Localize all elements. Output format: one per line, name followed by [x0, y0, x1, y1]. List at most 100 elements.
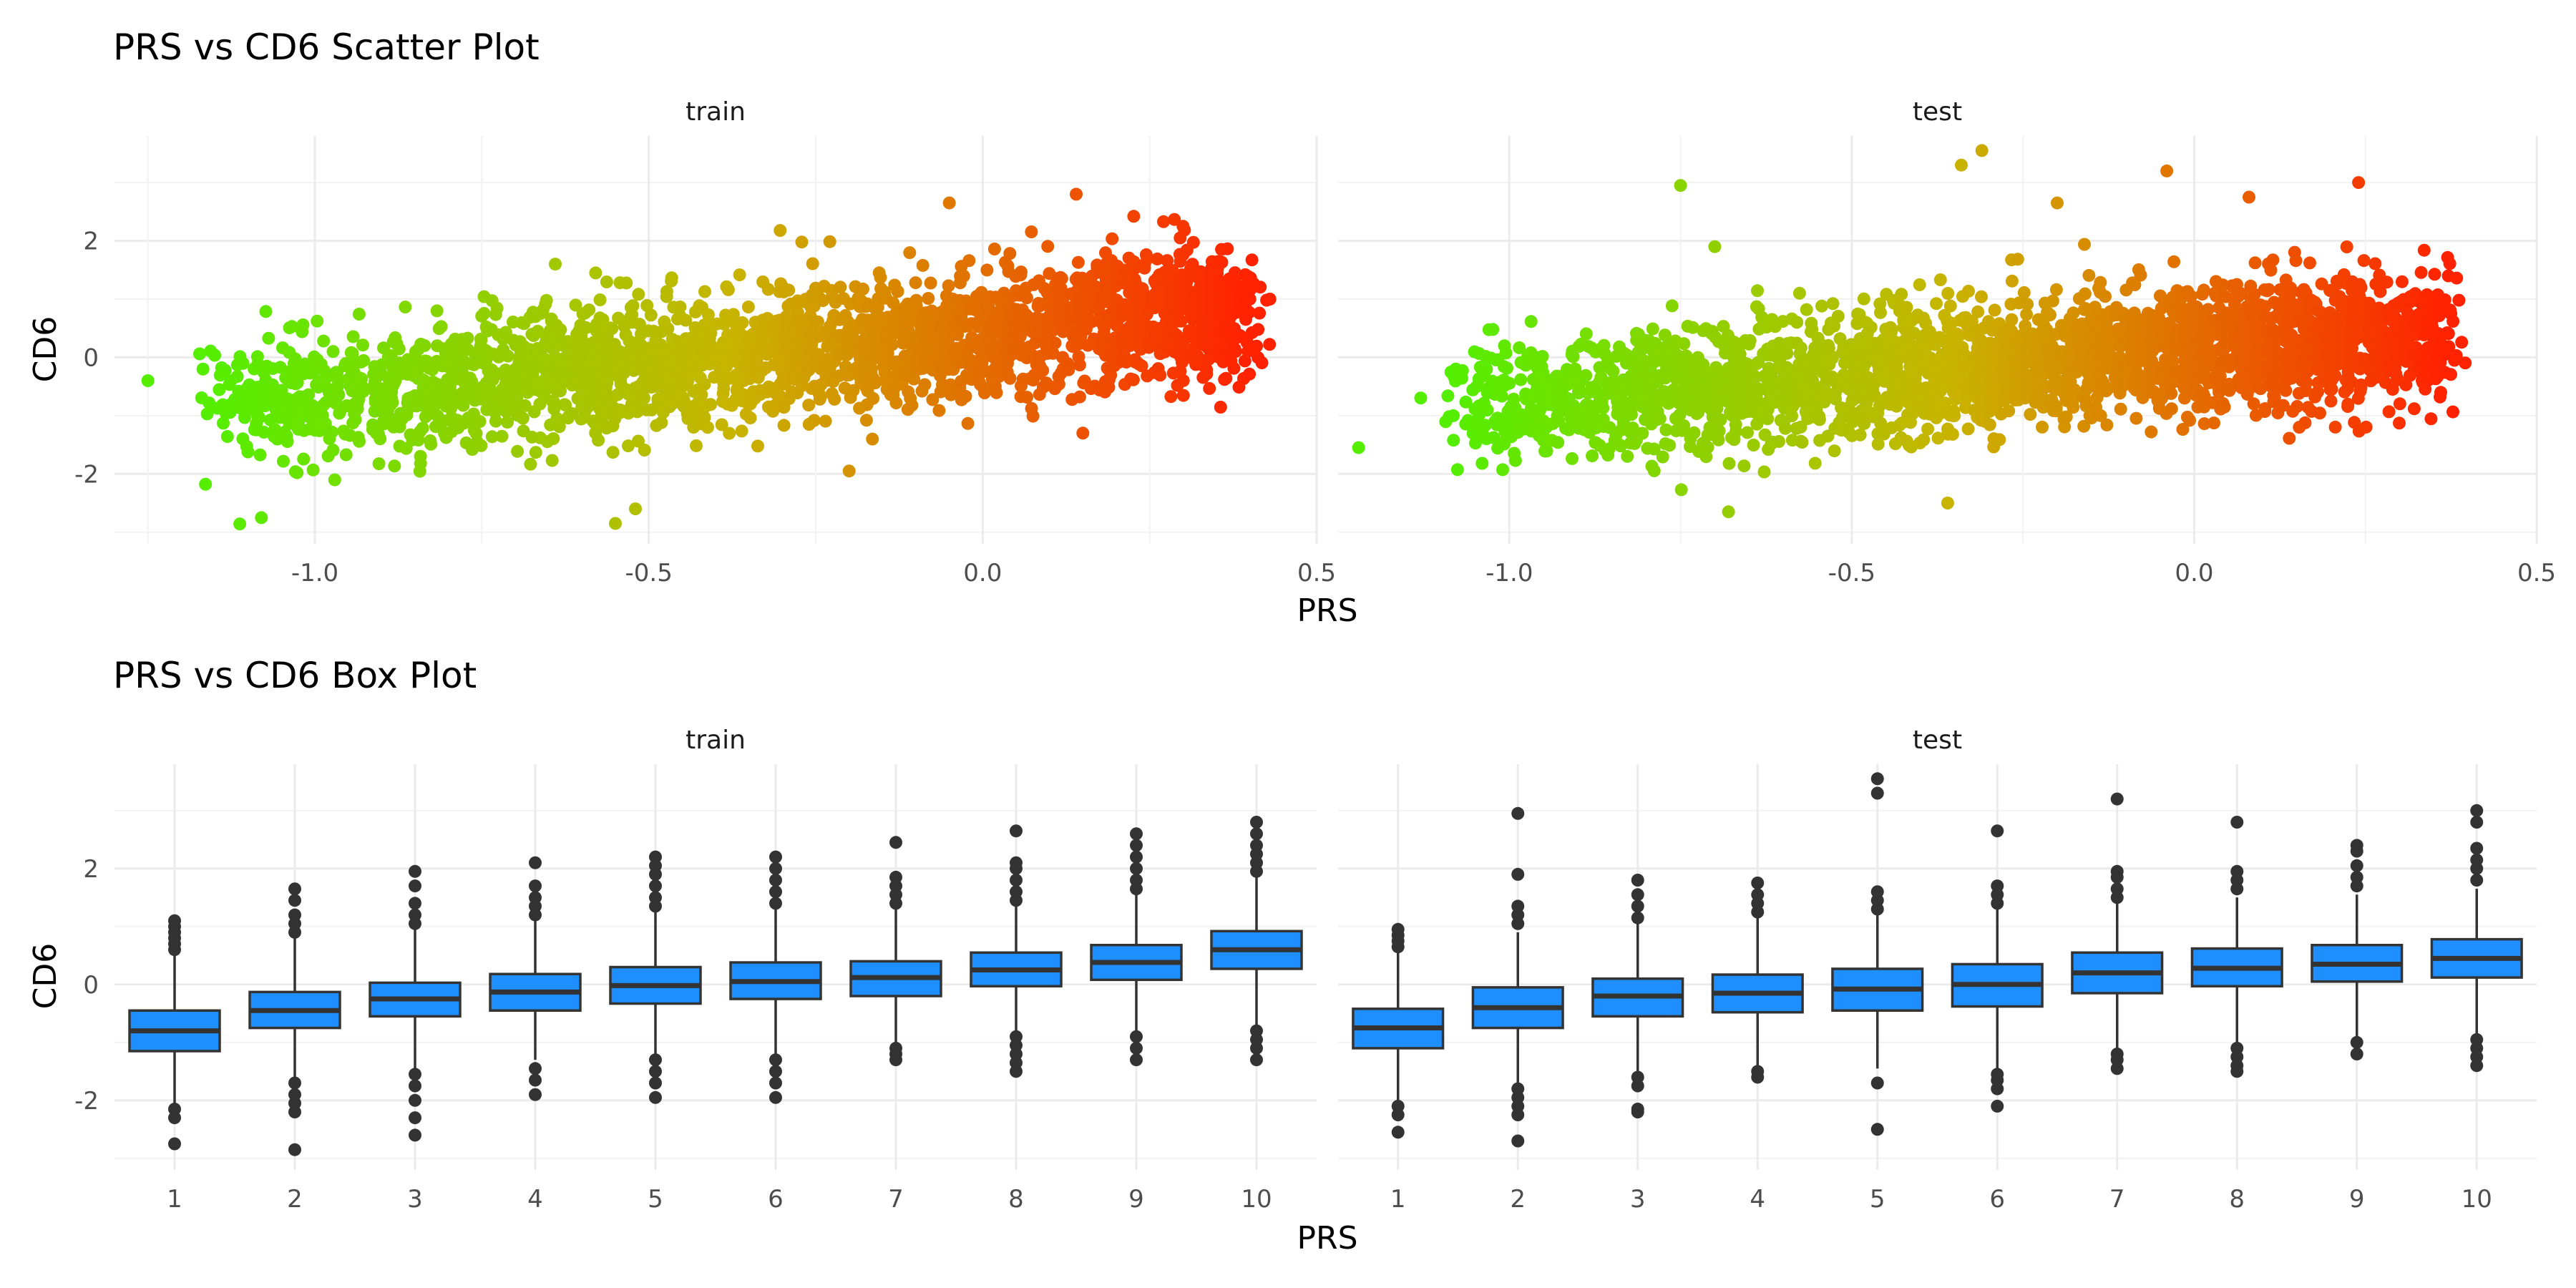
x-tick-label: -0.5 — [625, 559, 672, 587]
scatter-point — [847, 384, 860, 397]
scatter-point — [569, 298, 582, 312]
scatter-point — [1653, 412, 1667, 426]
box-plot-title: PRS vs CD6 Box Plot — [113, 655, 477, 696]
scatter-point — [2243, 190, 2255, 204]
scatter-point — [414, 457, 427, 470]
scatter-point — [353, 434, 366, 448]
scatter-point — [743, 411, 757, 425]
scatter-point — [1455, 364, 1469, 377]
scatter-point — [2145, 425, 2158, 439]
scatter-point — [1215, 255, 1229, 269]
scatter-point — [141, 374, 155, 387]
scatter-point — [655, 416, 668, 429]
scatter-point — [516, 411, 530, 425]
scatter-point — [554, 384, 567, 398]
scatter-point — [1089, 280, 1103, 293]
scatter-point — [1503, 376, 1516, 390]
scatter-point — [814, 390, 828, 403]
scatter-point — [907, 372, 921, 386]
scatter-point — [1036, 364, 1050, 377]
scatter-point — [501, 416, 514, 429]
scatter-point — [326, 444, 340, 457]
scatter-point — [1486, 323, 1500, 336]
scatter-point — [806, 257, 819, 270]
scatter-point — [434, 320, 448, 333]
scatter-point — [253, 448, 267, 462]
scatter-point — [2129, 411, 2143, 425]
scatter-point — [885, 338, 899, 351]
scatter-point — [1025, 225, 1038, 238]
scatter-point — [1722, 505, 1735, 519]
scatter-point — [942, 196, 956, 210]
scatter-point — [1003, 247, 1017, 260]
scatter-point — [795, 235, 809, 249]
scatter-point — [1708, 240, 1722, 253]
scatter-point — [510, 391, 524, 405]
x-tick-label: 0.0 — [2175, 559, 2213, 587]
scatter-point — [1447, 409, 1460, 422]
scatter-point — [2266, 253, 2280, 267]
scatter-point — [2078, 238, 2091, 251]
scatter-point — [617, 366, 630, 380]
scatter-point — [2005, 313, 2019, 326]
scatter-point — [869, 376, 882, 390]
scatter-point — [2005, 274, 2019, 288]
scatter-point — [2002, 404, 2016, 418]
scatter-point — [891, 285, 904, 298]
scatter-point — [1737, 459, 1751, 473]
scatter-point — [1757, 465, 1771, 479]
scatter-point — [1499, 346, 1513, 360]
scatter-point — [277, 454, 290, 468]
scatter-point — [554, 323, 567, 336]
scatter-point — [622, 439, 635, 453]
scatter-point — [1930, 297, 1943, 311]
scatter-point — [1245, 253, 1259, 267]
scatter-point — [2167, 255, 2181, 268]
scatter-point — [2049, 283, 2063, 296]
scatter-point — [834, 280, 847, 294]
scatter-point — [1255, 356, 1269, 369]
scatter-point — [236, 356, 250, 370]
scatter-point — [2300, 376, 2313, 389]
scatter-point — [1795, 436, 1809, 449]
scatter-point — [1743, 334, 1757, 347]
scatter-point — [1948, 409, 1961, 422]
scatter-point — [727, 308, 740, 321]
scatter-point — [1677, 337, 1691, 351]
x-tick-label: 0.0 — [963, 559, 1002, 587]
scatter-point — [291, 466, 304, 479]
scatter-point — [549, 258, 562, 271]
scatter-point — [241, 445, 255, 459]
scatter-point — [357, 353, 371, 367]
scatter-point — [457, 399, 470, 412]
facet-strip-label: test — [1913, 97, 1962, 127]
scatter-point — [213, 383, 226, 396]
scatter-point — [545, 454, 559, 467]
scatter-point — [661, 322, 675, 336]
scatter-point — [690, 439, 703, 452]
scatter-point — [842, 464, 856, 478]
scatter-point — [319, 372, 332, 386]
scatter-point — [1003, 371, 1017, 385]
scatter-point — [1983, 418, 1996, 431]
scatter-point — [589, 266, 602, 280]
scatter-point — [2094, 275, 2107, 289]
scatter-point — [2340, 240, 2353, 253]
scatter-point — [1263, 338, 1277, 351]
scatter-point — [1895, 288, 1908, 301]
scatter-point — [828, 392, 841, 406]
scatter-point — [339, 448, 353, 462]
scatter-point — [903, 246, 917, 260]
scatter-point — [392, 342, 406, 356]
scatter-point — [230, 370, 244, 384]
scatter-point — [1020, 391, 1034, 404]
scatter-point — [1729, 425, 1742, 439]
scatter-point — [328, 473, 341, 487]
scatter-point — [386, 396, 399, 409]
scatter-point — [1961, 422, 1975, 436]
scatter-point — [889, 396, 903, 409]
scatter-point — [217, 416, 230, 430]
scatter-point — [352, 308, 366, 321]
scatter-point — [1975, 144, 1989, 157]
scatter-point — [1046, 346, 1060, 360]
